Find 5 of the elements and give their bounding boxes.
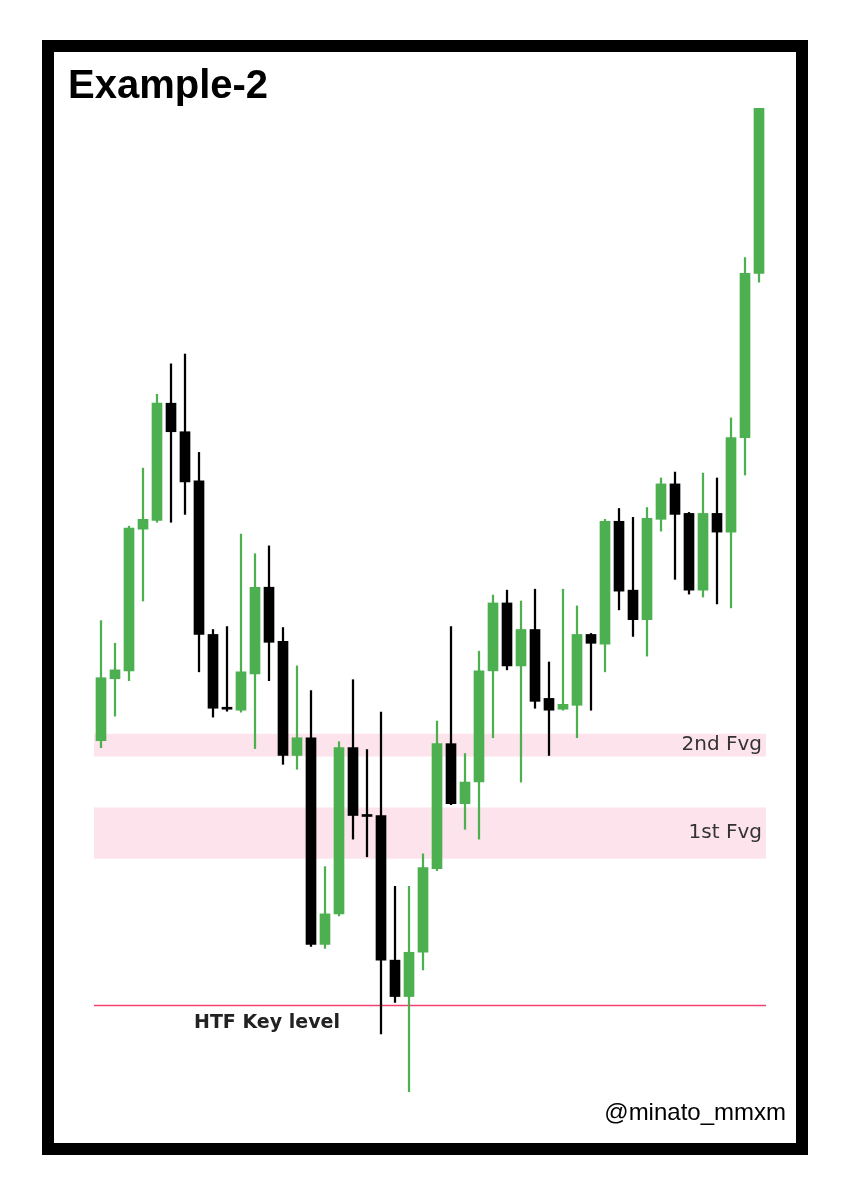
text: @minato_mmxm [604, 1098, 786, 1126]
ref-line-label: HTF Key level [194, 1009, 340, 1032]
band-label: 2nd Fvg [681, 731, 762, 756]
band-label: 1st Fvg [688, 819, 762, 844]
chart-title: Example-2 [68, 62, 269, 107]
